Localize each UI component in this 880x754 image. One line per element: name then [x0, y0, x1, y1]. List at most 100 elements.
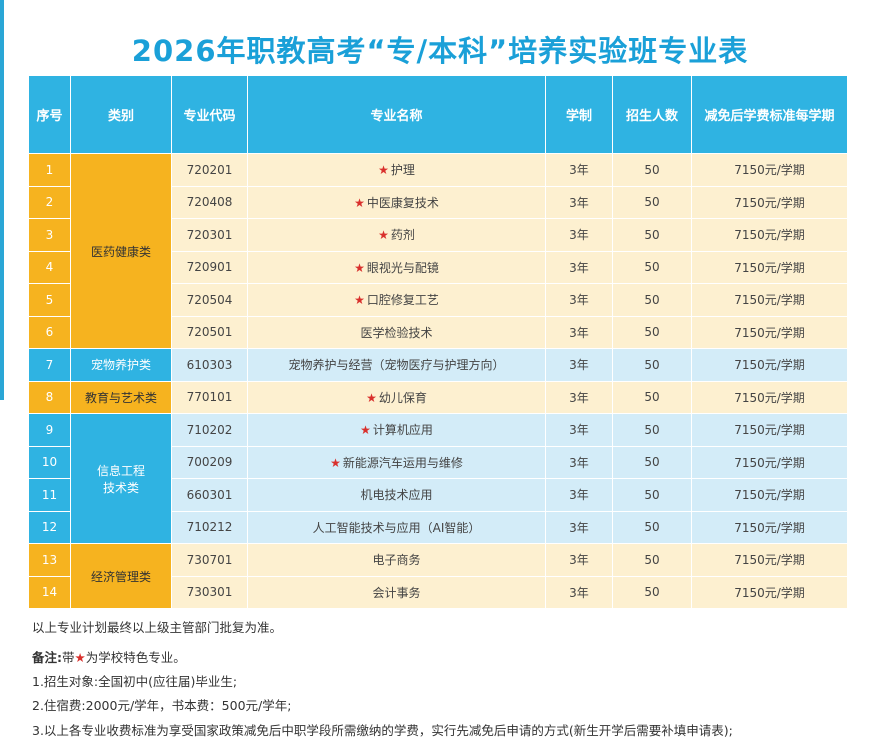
approval-note: 以上专业计划最终以上级主管部门批复为准。 — [32, 620, 283, 635]
cell-duration: 3年 — [545, 478, 613, 512]
cell-enroll: 50 — [612, 185, 692, 219]
cell-duration: 3年 — [545, 348, 613, 382]
cell-enroll: 50 — [612, 413, 692, 447]
star-icon: ★ — [378, 163, 389, 178]
cell-enroll: 50 — [612, 283, 692, 317]
cell-code: 720501 — [171, 315, 248, 349]
category-cell-edu: 教育与艺术类 — [70, 380, 172, 414]
cell-enroll: 50 — [612, 478, 692, 512]
cell-fee: 7150元/学期 — [691, 250, 848, 284]
star-icon: ★ — [330, 455, 341, 470]
cell-no: 5 — [28, 283, 71, 317]
table-row: 14 730301 会计事务 3年 50 7150元/学期 — [28, 575, 848, 609]
cell-duration: 3年 — [545, 185, 613, 219]
majors-table: 序号 类别 专业代码 专业名称 学制 招生人数 减免后学费标准每学期 1 医药健… — [28, 75, 848, 609]
cell-code: 720901 — [171, 250, 248, 284]
cell-fee: 7150元/学期 — [691, 185, 848, 219]
cell-duration: 3年 — [545, 315, 613, 349]
cell-code: 770101 — [171, 380, 248, 414]
cell-fee: 7150元/学期 — [691, 478, 848, 512]
table-row: 5 720504 ★ 口腔修复工艺 3年 50 7150元/学期 — [28, 283, 848, 317]
cell-duration: 3年 — [545, 445, 613, 479]
cell-code: 720301 — [171, 218, 248, 252]
header-enroll: 招生人数 — [612, 75, 692, 154]
cell-no: 10 — [28, 445, 71, 479]
cell-enroll: 50 — [612, 543, 692, 577]
star-icon: ★ — [354, 293, 365, 308]
cell-enroll: 50 — [612, 510, 692, 544]
cell-no: 11 — [28, 478, 71, 512]
cell-name: 医学检验技术 — [247, 315, 546, 349]
cell-code: 720201 — [171, 153, 248, 187]
cell-name: 机电技术应用 — [247, 478, 546, 512]
cell-code: 720408 — [171, 185, 248, 219]
star-icon: ★ — [354, 260, 365, 275]
remark-prefix: 带 — [62, 650, 75, 666]
notes-section: 以上专业计划最终以上级主管部门批复为准。 备注:带★为学校特色专业。 1.招生对… — [32, 619, 733, 740]
cell-enroll: 50 — [612, 348, 692, 382]
table-header-row: 序号 类别 专业代码 专业名称 学制 招生人数 减免后学费标准每学期 — [28, 75, 848, 154]
cell-enroll: 50 — [612, 445, 692, 479]
cell-code: 730301 — [171, 575, 248, 609]
table-row: 2 720408 ★ 中医康复技术 3年 50 7150元/学期 — [28, 185, 848, 219]
cell-no: 12 — [28, 510, 71, 544]
cell-enroll: 50 — [612, 250, 692, 284]
cell-duration: 3年 — [545, 575, 613, 609]
cell-duration: 3年 — [545, 510, 613, 544]
cell-code: 710202 — [171, 413, 248, 447]
side-accent-strip — [0, 0, 4, 400]
cell-no: 6 — [28, 315, 71, 349]
cell-no: 13 — [28, 543, 71, 577]
cell-name: ★ 新能源汽车运用与维修 — [247, 445, 546, 479]
table-row: 6 720501 医学检验技术 3年 50 7150元/学期 — [28, 315, 848, 349]
cell-fee: 7150元/学期 — [691, 445, 848, 479]
cell-no: 2 — [28, 185, 71, 219]
cell-code: 700209 — [171, 445, 248, 479]
cell-fee: 7150元/学期 — [691, 413, 848, 447]
major-name: 计算机应用 — [372, 423, 433, 438]
star-icon: ★ — [354, 195, 365, 210]
star-icon: ★ — [360, 423, 371, 438]
cell-no: 14 — [28, 575, 71, 609]
star-icon: ★ — [74, 650, 86, 666]
cell-code: 720504 — [171, 283, 248, 317]
table-row: 13 经济管理类 730701 电子商务 3年 50 7150元/学期 — [28, 543, 848, 609]
cell-name: 会计事务 — [247, 575, 546, 609]
cell-name: ★ 计算机应用 — [247, 413, 546, 447]
cell-name: ★ 护理 — [247, 153, 546, 187]
cell-name: ★ 中医康复技术 — [247, 185, 546, 219]
cell-duration: 3年 — [545, 543, 613, 577]
category-cell-econ: 经济管理类 — [70, 543, 172, 609]
cell-enroll: 50 — [612, 153, 692, 187]
table-row: 11 660301 机电技术应用 3年 50 7150元/学期 — [28, 478, 848, 512]
table-row: 7 宠物养护类 610303 宠物养护与经营（宠物医疗与护理方向） 3年 50 … — [28, 348, 848, 382]
category-it-line1: 信息工程 — [96, 463, 145, 478]
table-row: 8 教育与艺术类 770101 ★ 幼儿保育 3年 50 7150元/学期 — [28, 380, 848, 414]
note-item-1: 1.招生对象:全国初中(应往届)毕业生; — [32, 674, 238, 690]
table-row: 4 720901 ★ 眼视光与配镜 3年 50 7150元/学期 — [28, 250, 848, 284]
major-name: 眼视光与配镜 — [366, 260, 439, 275]
major-name: 口腔修复工艺 — [366, 293, 439, 308]
cell-fee: 7150元/学期 — [691, 380, 848, 414]
header-category: 类别 — [70, 75, 172, 154]
major-name: 幼儿保育 — [378, 390, 427, 405]
cell-duration: 3年 — [545, 380, 613, 414]
table-row: 10 700209 ★ 新能源汽车运用与维修 3年 50 7150元/学期 — [28, 445, 848, 479]
major-name: 新能源汽车运用与维修 — [342, 455, 463, 470]
category-cell-pet: 宠物养护类 — [70, 348, 172, 382]
cell-name: ★ 眼视光与配镜 — [247, 250, 546, 284]
cell-fee: 7150元/学期 — [691, 218, 848, 252]
cell-no: 4 — [28, 250, 71, 284]
cell-enroll: 50 — [612, 315, 692, 349]
cell-no: 7 — [28, 348, 71, 382]
remark-line: 备注:带★为学校特色专业。 — [32, 649, 733, 667]
cell-fee: 7150元/学期 — [691, 510, 848, 544]
cell-code: 660301 — [171, 478, 248, 512]
cell-enroll: 50 — [612, 380, 692, 414]
header-duration: 学制 — [545, 75, 613, 154]
cell-enroll: 50 — [612, 575, 692, 609]
cell-no: 3 — [28, 218, 71, 252]
major-name: 护理 — [390, 163, 415, 178]
note-item-2: 2.住宿费:2000元/学年，书本费：500元/学年; — [32, 698, 292, 714]
cell-fee: 7150元/学期 — [691, 153, 848, 187]
